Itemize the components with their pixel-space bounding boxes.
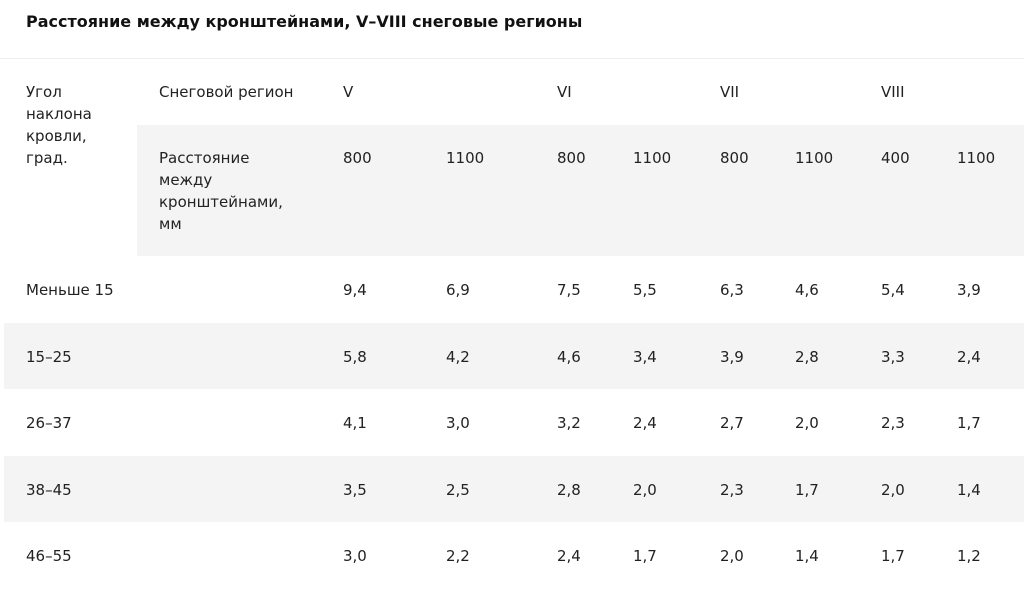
table-cell: 1,7 (795, 480, 819, 499)
row-bg (4, 322, 1024, 389)
table-cell: 2,5 (446, 480, 470, 499)
table-cell: 3,3 (881, 347, 905, 366)
table-cell: 2,0 (720, 547, 744, 565)
table-cell: 1,7 (957, 414, 981, 432)
table-cell: 3,4 (633, 347, 657, 366)
table-cell: 2,8 (557, 480, 581, 499)
table-cell: 2,2 (446, 547, 470, 565)
table-cell: 5,8 (343, 347, 367, 366)
header-cell: 800 (557, 149, 586, 167)
table-cell: Меньше 15 (26, 281, 114, 299)
header-cell: 1100 (795, 149, 834, 167)
table-cell: 4,6 (557, 347, 581, 366)
table-cell: 1,7 (633, 547, 657, 565)
table-cell: 2,8 (795, 347, 819, 366)
table-cell: 2,0 (633, 480, 657, 499)
table-cell: 1,7 (881, 547, 905, 565)
header-cell: 800 (720, 149, 749, 167)
header-cell: VIII (881, 83, 905, 101)
table-cell: 3,2 (557, 414, 581, 432)
table-cell: 46–55 (26, 547, 72, 565)
header-cell: Угол наклона кровли, град. (26, 83, 92, 167)
table-cell: 15–25 (26, 347, 72, 366)
table-cell: 6,9 (446, 281, 470, 299)
table-cell: 26–37 (26, 414, 72, 432)
table-cell: 4,1 (343, 414, 367, 432)
table-cell: 4,6 (795, 281, 819, 299)
table-cell: 3,0 (446, 414, 470, 432)
table-cell: 2,4 (633, 414, 657, 432)
header-cell: VII (720, 83, 740, 101)
table-cell: 1,4 (957, 480, 981, 499)
table-cell: 3,5 (343, 480, 367, 499)
header-cell: 1100 (957, 149, 996, 167)
table-cell: 6,3 (720, 281, 744, 299)
title: Расстояние между кронштейнами, V–VIII сн… (26, 12, 583, 31)
table-cell: 5,4 (881, 281, 905, 299)
table-cell: 2,3 (881, 414, 905, 432)
table-cell: 3,0 (343, 547, 367, 565)
table-cell: 2,0 (881, 480, 905, 499)
table-cell: 38–45 (26, 480, 72, 499)
table-cell: 3,9 (957, 281, 981, 299)
table-cell: 3,9 (720, 347, 744, 366)
header-bg (137, 125, 1024, 256)
header-cell: Снеговой регион (159, 83, 294, 101)
row-bg (4, 455, 1024, 522)
header-cell: 800 (343, 149, 372, 167)
table-cell: 2,4 (957, 347, 981, 366)
header-cell: V (343, 83, 354, 101)
header-cell: 1100 (633, 149, 672, 167)
table-cell: 1,2 (957, 547, 981, 565)
table-cell: 2,0 (795, 414, 819, 432)
table-cell: 9,4 (343, 281, 367, 299)
table-cell: 1,4 (795, 547, 819, 565)
header-cell: Расстояние между кронштейнами, мм (159, 149, 283, 233)
table-cell: 4,2 (446, 347, 470, 366)
header-cell: VI (557, 83, 572, 101)
header-cell: 1100 (446, 149, 485, 167)
table-cell: 7,5 (557, 281, 581, 299)
separator (0, 58, 1024, 59)
table-cell: 5,5 (633, 281, 657, 299)
header-cell: 400 (881, 149, 910, 167)
table-cell: 2,7 (720, 414, 744, 432)
table-cell: 2,3 (720, 480, 744, 499)
table-cell: 2,4 (557, 547, 581, 565)
